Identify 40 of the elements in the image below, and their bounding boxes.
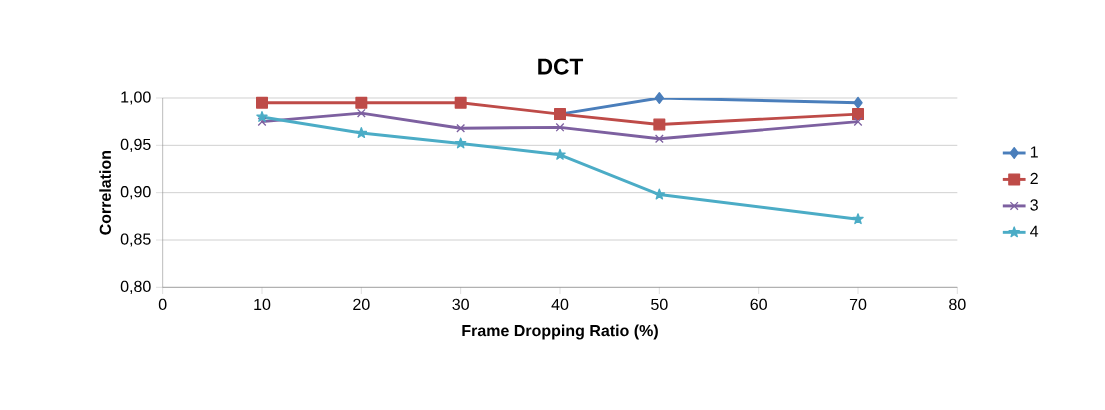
x-axis-title: Frame Dropping Ratio (%) <box>462 324 658 340</box>
point <box>555 122 565 132</box>
point <box>256 110 268 122</box>
x-tick-label: 0 <box>158 298 167 311</box>
x-tick-label: 70 <box>849 298 867 311</box>
point <box>852 108 865 121</box>
point <box>454 96 467 109</box>
point <box>256 96 269 109</box>
y-tick-label: 0,90 <box>120 186 151 200</box>
point <box>853 96 863 109</box>
point <box>454 137 467 149</box>
x-tick-label: 50 <box>651 298 668 311</box>
point <box>653 118 666 131</box>
x-tick-label: 20 <box>353 298 370 311</box>
point <box>456 123 466 133</box>
y-tick-label: 0,95 <box>120 138 151 152</box>
legend-label: 4 <box>1030 225 1039 237</box>
x-tick-label: 40 <box>551 298 569 311</box>
point <box>356 108 366 118</box>
point <box>554 148 566 160</box>
point <box>355 96 368 109</box>
x-tick-label: 10 <box>254 298 271 311</box>
y-tick-label: 1,00 <box>121 91 151 105</box>
legend-label: 3 <box>1030 199 1038 211</box>
y-tick-label: 0,80 <box>120 280 151 294</box>
point <box>654 134 664 144</box>
point <box>653 188 666 200</box>
chart-title: DCT <box>538 58 584 75</box>
point <box>257 117 267 127</box>
point <box>853 117 863 127</box>
y-tick-label: 0,85 <box>120 233 151 247</box>
legend-label: 1 <box>1030 146 1038 158</box>
y-axis-title: Correlation <box>99 150 111 235</box>
legend-label: 2 <box>1030 172 1038 184</box>
x-tick-label: 80 <box>949 298 966 311</box>
point <box>654 91 665 104</box>
x-tick-label: 60 <box>750 298 767 311</box>
point <box>852 213 864 225</box>
x-tick-label: 30 <box>452 298 469 311</box>
point <box>355 127 368 139</box>
